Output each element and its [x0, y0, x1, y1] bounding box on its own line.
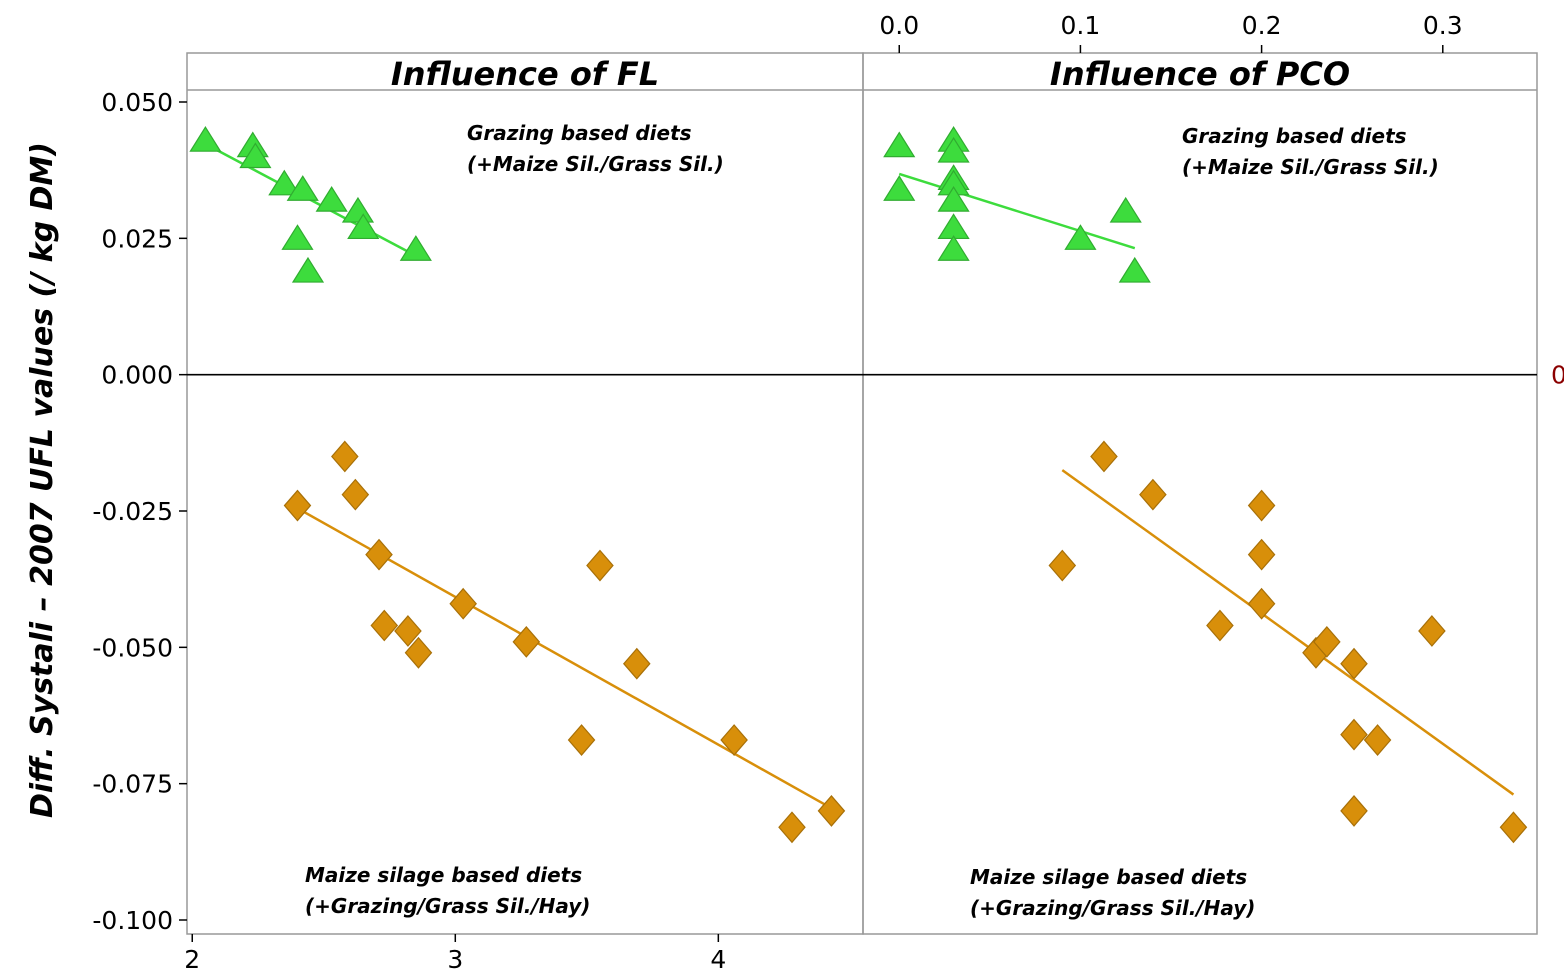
data-point-diamond — [449, 587, 477, 620]
data-point-diamond — [1090, 440, 1118, 473]
labels-group: Influence of FL Influence of PCO 0 0.050 0.0… — [92, 11, 1564, 974]
data-point-diamond — [370, 609, 399, 642]
x-tick-label: 2 — [184, 945, 200, 974]
annotation-maize: (+Grazing/Grass Sil./Hay) — [970, 896, 1255, 920]
data-point-triangle — [883, 175, 916, 201]
annotation-maize: Maize silage based diets — [305, 863, 582, 887]
data-point-triangle — [1109, 196, 1142, 223]
x-tick-label: 0.3 — [1423, 11, 1463, 40]
data-point-triangle — [341, 196, 375, 223]
data-point-triangle — [239, 142, 272, 169]
y-tick-label: -0.050 — [92, 633, 173, 662]
panel-title: Influence of FL — [391, 55, 659, 93]
data-point-diamond — [622, 647, 651, 680]
data-point-diamond — [404, 636, 433, 669]
panel-frames — [186, 52, 1538, 935]
annotation-grazing: Grazing based diets — [1182, 124, 1407, 148]
fit-line-triangle — [898, 172, 1136, 250]
data-point-diamond — [1048, 549, 1077, 582]
x-tick-label: 3 — [447, 945, 463, 974]
y-tick-label: 0.000 — [101, 361, 173, 390]
data-point-triangle — [189, 126, 222, 152]
data-point-triangle — [1118, 256, 1151, 283]
data-point-diamond — [1139, 478, 1167, 511]
y-tick-label: -0.025 — [92, 497, 173, 526]
data-point-diamond — [586, 549, 614, 582]
x-tick-label: 0.1 — [1061, 11, 1101, 40]
data-point-triangle — [937, 136, 970, 163]
y-tick-label: 0.050 — [101, 88, 173, 117]
data-point-triangle — [315, 186, 348, 212]
data-point-diamond — [1363, 724, 1392, 756]
data-point-triangle — [937, 213, 970, 240]
data-point-diamond — [341, 478, 370, 511]
data-point-triangle — [399, 235, 432, 261]
data-point-diamond — [365, 538, 393, 571]
data-point-diamond — [1247, 538, 1276, 571]
data-point-diamond — [331, 440, 359, 473]
data-point-triangle — [1064, 224, 1097, 250]
annotation-grazing: (+Maize Sil./Grass Sil.) — [467, 152, 724, 176]
data-points-group — [189, 126, 1528, 844]
data-point-diamond — [1340, 795, 1368, 827]
data-point-diamond — [283, 489, 312, 522]
y-tick-label: -0.075 — [92, 770, 173, 799]
data-point-diamond — [817, 795, 846, 827]
data-point-diamond — [1340, 647, 1368, 680]
x-tick-label: 0.0 — [879, 11, 919, 40]
annotation-maize: Maize silage based diets — [970, 865, 1247, 889]
data-point-triangle — [268, 169, 301, 196]
data-point-triangle — [937, 235, 970, 261]
axes-group — [179, 45, 1444, 942]
data-point-diamond — [1206, 609, 1234, 642]
data-point-diamond — [778, 811, 806, 844]
fit-line-diamond — [1061, 469, 1515, 796]
panel-title: Influence of PCO — [1050, 55, 1350, 93]
data-point-triangle — [286, 175, 319, 201]
data-point-diamond — [1313, 625, 1341, 658]
data-point-diamond — [1418, 615, 1446, 647]
y-tick-label: 0.025 — [101, 224, 173, 253]
reference-line-label: 0 — [1551, 361, 1564, 390]
data-point-diamond — [512, 625, 541, 658]
fit-lines-group — [204, 142, 1515, 810]
data-point-triangle — [347, 213, 380, 240]
y-axis-label: Diff. Systali – 2007 UFL values (/ kg DM… — [25, 142, 60, 818]
y-tick-label: -0.100 — [92, 906, 173, 935]
data-point-diamond — [1340, 718, 1368, 751]
annotation-grazing: (+Maize Sil./Grass Sil.) — [1182, 155, 1439, 179]
data-point-triangle — [883, 131, 916, 158]
data-point-triangle — [937, 186, 970, 212]
annotation-maize: (+Grazing/Grass Sil./Hay) — [305, 894, 590, 918]
data-point-triangle — [291, 256, 325, 283]
data-point-diamond — [567, 724, 596, 756]
data-point-diamond — [1247, 587, 1276, 620]
x-tick-label: 0.2 — [1242, 11, 1282, 40]
panel-frame — [862, 52, 1538, 935]
annotation-grazing: Grazing based diets — [467, 121, 692, 145]
data-point-triangle — [281, 224, 314, 250]
data-point-diamond — [720, 724, 748, 756]
x-tick-label: 4 — [710, 945, 726, 974]
data-point-diamond — [394, 615, 422, 647]
data-point-diamond — [1499, 811, 1528, 844]
data-point-diamond — [1247, 489, 1276, 522]
